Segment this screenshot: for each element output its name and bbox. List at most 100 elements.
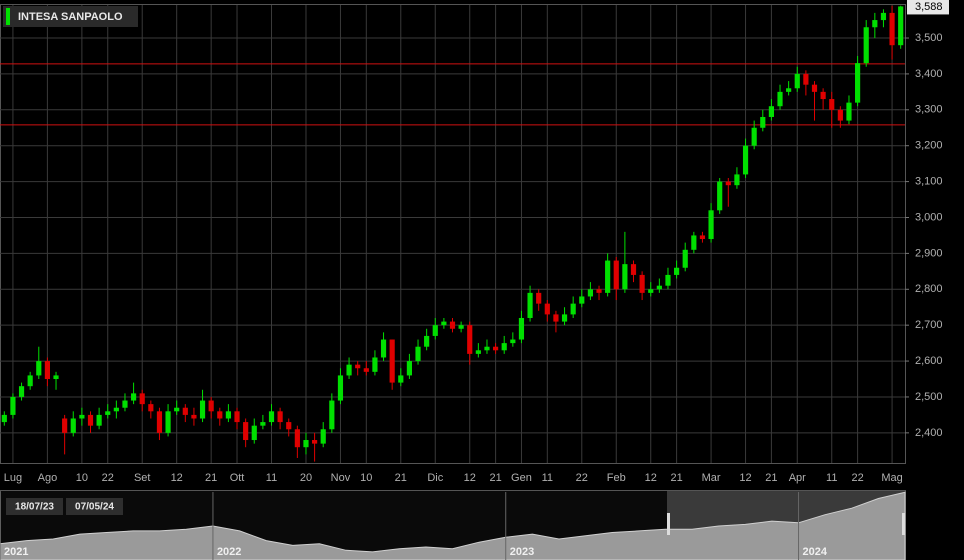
candle-body: [432, 325, 438, 336]
candle-body: [622, 264, 628, 290]
x-tick-label: Gen: [511, 472, 532, 484]
candle-body: [337, 375, 344, 401]
navigator-handle[interactable]: [902, 513, 905, 535]
candle-body: [734, 174, 740, 186]
candle-body: [837, 109, 843, 121]
x-tick-label: 21: [765, 472, 777, 484]
candle-body: [380, 339, 387, 358]
candle-body: [855, 63, 861, 103]
candle-body: [424, 335, 430, 347]
candle-body: [708, 210, 714, 240]
candle-body: [329, 400, 335, 430]
x-tick-label: Ott: [230, 472, 245, 484]
candle-body: [579, 296, 585, 304]
candle-body: [846, 102, 852, 121]
candle-body: [605, 260, 611, 293]
x-tick-label: Set: [134, 472, 151, 484]
candle-body: [286, 422, 292, 430]
x-tick-label: Apr: [789, 472, 806, 484]
candle-body: [553, 314, 559, 322]
candle-body: [820, 91, 826, 100]
candle-body: [199, 400, 206, 419]
candle-body: [682, 249, 688, 268]
y-tick-label: 3,400: [915, 68, 943, 80]
plot-layer: 2,400 2,500 2,600 2,700 2,800 2,900 3,000 3,100…: [0, 5, 943, 484]
candle-body: [648, 289, 654, 293]
candle-body: [467, 325, 473, 354]
navigator-year: 2022: [217, 546, 241, 558]
candle-body: [320, 429, 326, 444]
candle-body: [113, 407, 119, 412]
legend-box: [3, 6, 138, 27]
x-tick-label: 10: [76, 472, 88, 484]
candle-body: [613, 260, 619, 290]
y-tick-label: 3,000: [915, 211, 943, 223]
legend-label: INTESA SANPAOLO: [18, 11, 123, 23]
candle-body: [725, 181, 731, 186]
x-tick-label: 12: [645, 472, 657, 484]
last-price-label: 3,588: [915, 1, 943, 13]
candle-body: [363, 368, 369, 372]
candle-body: [260, 422, 266, 426]
candle-body: [561, 314, 568, 322]
legend-swatch: [6, 8, 10, 25]
candle-body: [829, 99, 835, 110]
candle-body: [674, 267, 680, 275]
candle-body: [122, 400, 128, 408]
candle-body: [303, 440, 309, 448]
y-tick-label: 2,700: [915, 319, 943, 331]
candle-body: [79, 414, 85, 419]
candle-body: [587, 289, 593, 297]
candle-body: [768, 106, 774, 117]
range-end-box: [66, 498, 123, 515]
x-tick-label: 10: [360, 472, 372, 484]
candle-body: [475, 350, 481, 354]
candle-body: [536, 292, 542, 304]
plot-frame: [0, 4, 906, 464]
range-start: 18/07/23: [15, 502, 54, 513]
x-tick-label: 21: [489, 472, 501, 484]
x-tick-label: 21: [205, 472, 217, 484]
x-tick-label: 21: [395, 472, 407, 484]
candle-body: [372, 357, 378, 372]
candle-body: [527, 292, 533, 318]
y-tick-label: 2,500: [915, 391, 943, 403]
y-tick-label: 2,400: [915, 427, 943, 439]
candle-body: [346, 364, 352, 376]
candle-body: [156, 411, 163, 433]
candle-body: [596, 289, 602, 293]
x-tick-label: 12: [739, 472, 751, 484]
candle-body: [53, 375, 59, 380]
candle-body: [182, 407, 188, 415]
candle-body: [87, 414, 94, 426]
candle-body: [62, 418, 68, 433]
navigator-year: 2021: [4, 546, 28, 558]
candle-body: [441, 321, 447, 326]
candle-body: [880, 12, 887, 21]
candle-body: [225, 411, 231, 419]
x-tick-label: Feb: [607, 472, 626, 484]
candle-body: [803, 73, 809, 85]
candle-body: [398, 375, 404, 383]
candle-body: [139, 393, 145, 405]
candle-body: [699, 235, 706, 240]
x-tick-label: 12: [464, 472, 476, 484]
candle-body: [191, 414, 197, 419]
x-tick-label: Mag: [881, 472, 902, 484]
candle-body: [760, 116, 766, 128]
candle-body: [898, 6, 904, 46]
x-tick-label: 11: [826, 472, 837, 484]
candle-body: [389, 339, 395, 383]
x-tick-label: Lug: [4, 472, 22, 484]
candle-body: [510, 339, 516, 344]
y-tick-label: 3,100: [915, 176, 943, 188]
candle-body: [355, 364, 361, 369]
navigator-handle[interactable]: [667, 513, 670, 535]
candle-body: [777, 91, 783, 107]
candle-body: [243, 422, 249, 441]
candle-body: [277, 411, 283, 423]
candle-body: [44, 361, 50, 380]
y-tick-label: 2,600: [915, 355, 943, 367]
candle-body: [10, 396, 16, 415]
